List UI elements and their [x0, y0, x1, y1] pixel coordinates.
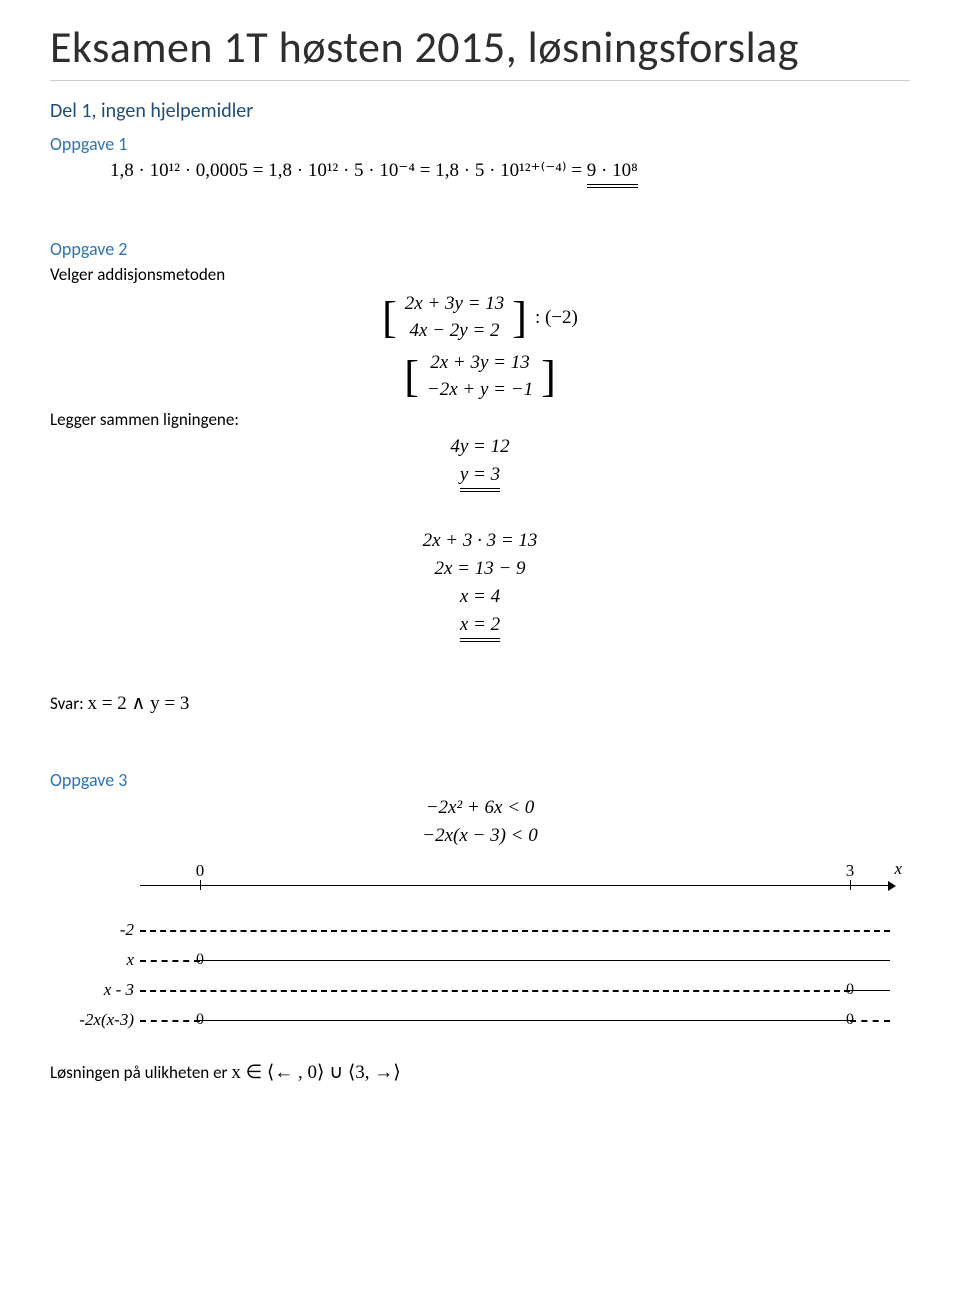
opp2-y-result: y = 3 [50, 464, 910, 492]
right-bracket-icon: ] [512, 298, 527, 338]
opp2-x-step2: 2x = 13 − 9 [50, 558, 910, 580]
svar-prefix: Svar: [50, 693, 88, 714]
sign-chart: x 03-2x0x - 30-2x(x-3)00 [60, 855, 900, 1045]
opp2-legger: Legger sammen ligningene: [50, 409, 910, 430]
sign-dashed-segment [140, 1020, 200, 1022]
section-heading: Del 1, ingen hjelpemidler [50, 99, 910, 123]
sign-dashed-segment [140, 960, 200, 962]
answer-prefix: Løsningen på ulikheten er [50, 1062, 231, 1083]
axis-tick [200, 880, 201, 890]
sign-row-label: -2 [34, 920, 134, 940]
oppgave-2-heading: Oppgave 2 [50, 238, 910, 260]
opp2-intro: Velger addisjonsmetoden [50, 264, 910, 285]
opp3-ineq1: −2x² + 6x < 0 [50, 797, 910, 819]
sign-zero-marker: 0 [196, 951, 204, 969]
sign-dashed-segment [140, 930, 890, 932]
sign-dashed-segment [850, 1020, 890, 1022]
axis-tick-label: 0 [196, 861, 205, 881]
oppgave-1-heading: Oppgave 1 [50, 133, 910, 155]
sys2-row2: −2x + y = −1 [427, 377, 533, 404]
sign-row-label: x - 3 [34, 980, 134, 1000]
left-bracket-icon: [ [382, 298, 397, 338]
page-title: Eksamen 1T høsten 2015, løsningsforslag [50, 20, 910, 74]
opp2-x-step1: 2x + 3 · 3 = 13 [50, 530, 910, 552]
oppgave-3-heading: Oppgave 3 [50, 769, 910, 791]
x-axis-label: x [894, 859, 902, 879]
opp2-y-step1: 4y = 12 [50, 436, 910, 458]
axis-tick-label: 3 [846, 861, 855, 881]
opp2-system-1: [ 2x + 3y = 13 4x − 2y = 2 ] : (−2) [50, 291, 910, 344]
sign-solid-segment [850, 990, 890, 991]
sys2-row1: 2x + 3y = 13 [427, 350, 533, 377]
answer-math: x ∈ ⟨← , 0⟩ ∪ ⟨3, →⟩ [231, 1062, 400, 1083]
oppgave-1-expression: 1,8 · 10¹² · 0,0005 = 1,8 · 10¹² · 5 · 1… [110, 159, 910, 188]
left-bracket-icon: [ [404, 357, 419, 397]
sys1-row2: 4x − 2y = 2 [405, 318, 505, 345]
sign-zero-marker: 0 [196, 1011, 204, 1029]
sys1-op: : (−2) [535, 307, 578, 329]
opp2-x-result: x = 2 [50, 614, 910, 642]
right-bracket-icon: ] [541, 357, 556, 397]
sign-row-label: -2x(x-3) [34, 1010, 134, 1030]
sign-solid-segment [200, 1020, 850, 1021]
svar-math: x = 2 ∧ y = 3 [88, 693, 190, 714]
opp2-svar: Svar: x = 2 ∧ y = 3 [50, 692, 910, 715]
opp3-answer: Løsningen på ulikheten er x ∈ ⟨← , 0⟩ ∪ … [50, 1061, 910, 1084]
title-rule [50, 80, 910, 81]
opp2-x-step3: x = 4 [50, 586, 910, 608]
sign-solid-segment [200, 960, 890, 961]
sign-row-label: x [34, 950, 134, 970]
sys1-row1: 2x + 3y = 13 [405, 291, 505, 318]
axis-tick [850, 880, 851, 890]
opp1-result: 9 · 10⁸ [587, 160, 638, 188]
sign-zero-marker: 0 [846, 981, 854, 999]
sign-zero-marker: 0 [846, 1011, 854, 1029]
sign-dashed-segment [140, 990, 850, 992]
opp2-system-2: [ 2x + 3y = 13 −2x + y = −1 ] [50, 350, 910, 403]
x-axis [140, 885, 890, 886]
opp1-left: 1,8 · 10¹² · 0,0005 = 1,8 · 10¹² · 5 · 1… [110, 160, 582, 181]
opp3-ineq2: −2x(x − 3) < 0 [50, 825, 910, 847]
